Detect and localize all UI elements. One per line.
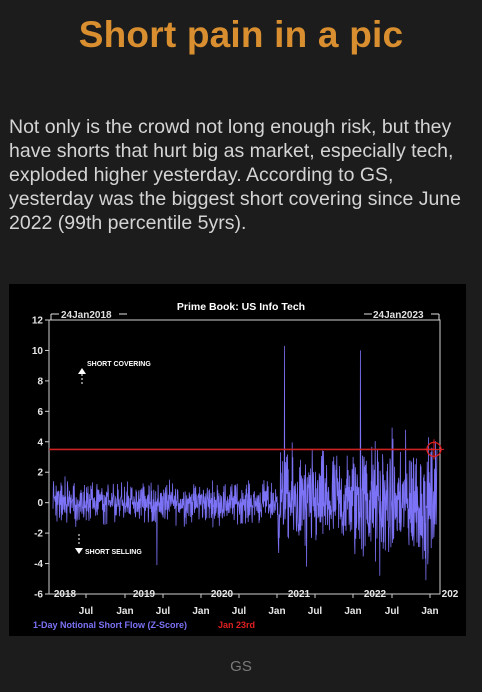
y-axis: 12 10 8 6 4 2 0 -2 -4 -6	[32, 316, 49, 601]
range-start: 24Jan2018	[50, 310, 127, 321]
x-month-label: Jul	[385, 606, 400, 617]
article-paragraph: Not only is the crowd not long enough ri…	[9, 116, 461, 234]
x-year-label: 2018	[54, 589, 77, 600]
short-selling-annotation: SHORT SELLING	[75, 534, 142, 556]
short-covering-label: SHORT COVERING	[87, 361, 151, 368]
y-tick-label: 10	[32, 346, 44, 357]
x-year-label: 2022	[364, 589, 387, 600]
chart-title: Prime Book: US Info Tech	[177, 301, 305, 313]
chart-image: Prime Book: US Info Tech 24Jan2018 24Jan…	[9, 284, 466, 636]
series-line	[52, 345, 438, 581]
y-tick-label: 4	[37, 437, 43, 448]
arrow-up-icon	[78, 368, 86, 374]
x-year-label: 2019	[133, 589, 156, 600]
chart-svg: Prime Book: US Info Tech 24Jan2018 24Jan…	[32, 301, 459, 630]
image-caption: GS	[230, 658, 252, 675]
x-month-label: Jul	[79, 606, 94, 617]
y-tick-label: 2	[37, 468, 43, 479]
y-tick-label: 8	[37, 376, 43, 387]
page-title: Short pain in a pic	[78, 14, 404, 55]
arrow-down-icon	[75, 548, 83, 554]
x-year-label: 202	[442, 589, 459, 600]
y-tick-label: 12	[32, 316, 44, 327]
range-end: 24Jan2023	[364, 310, 440, 321]
short-covering-annotation: SHORT COVERING	[78, 361, 151, 384]
x-month-label: Jul	[308, 606, 323, 617]
jan-23rd-highlight	[424, 439, 444, 460]
data-series	[52, 345, 438, 581]
legend-marker: Jan 23rd	[218, 620, 255, 630]
y-tick-label: 0	[37, 498, 43, 509]
x-month-label: Jan	[421, 606, 438, 617]
range-start-label: 24Jan2018	[61, 310, 112, 321]
x-month-label: Jan	[192, 606, 209, 617]
y-tick-label: -6	[34, 590, 43, 601]
x-month-label: Jan	[268, 606, 285, 617]
x-month-label: Jul	[156, 606, 171, 617]
x-year-label: 2021	[288, 589, 311, 600]
y-tick-label: -2	[34, 529, 43, 540]
x-year-label: 2020	[211, 589, 234, 600]
y-tick-label: -4	[34, 559, 43, 570]
y-tick-label: 6	[37, 407, 43, 418]
x-month-label: Jan	[344, 606, 361, 617]
x-month-label: Jul	[232, 606, 247, 617]
x-month-label: Jan	[116, 606, 133, 617]
short-selling-label: SHORT SELLING	[85, 549, 142, 556]
plot-frame	[48, 319, 441, 595]
x-axis: 2018 2019 2020 2021 2022 202 Jul Jan Jul Jan Jul Ja…	[54, 589, 459, 617]
legend-series: 1-Day Notional Short Flow (Z-Score)	[33, 620, 187, 630]
range-end-label: 24Jan2023	[373, 310, 424, 321]
